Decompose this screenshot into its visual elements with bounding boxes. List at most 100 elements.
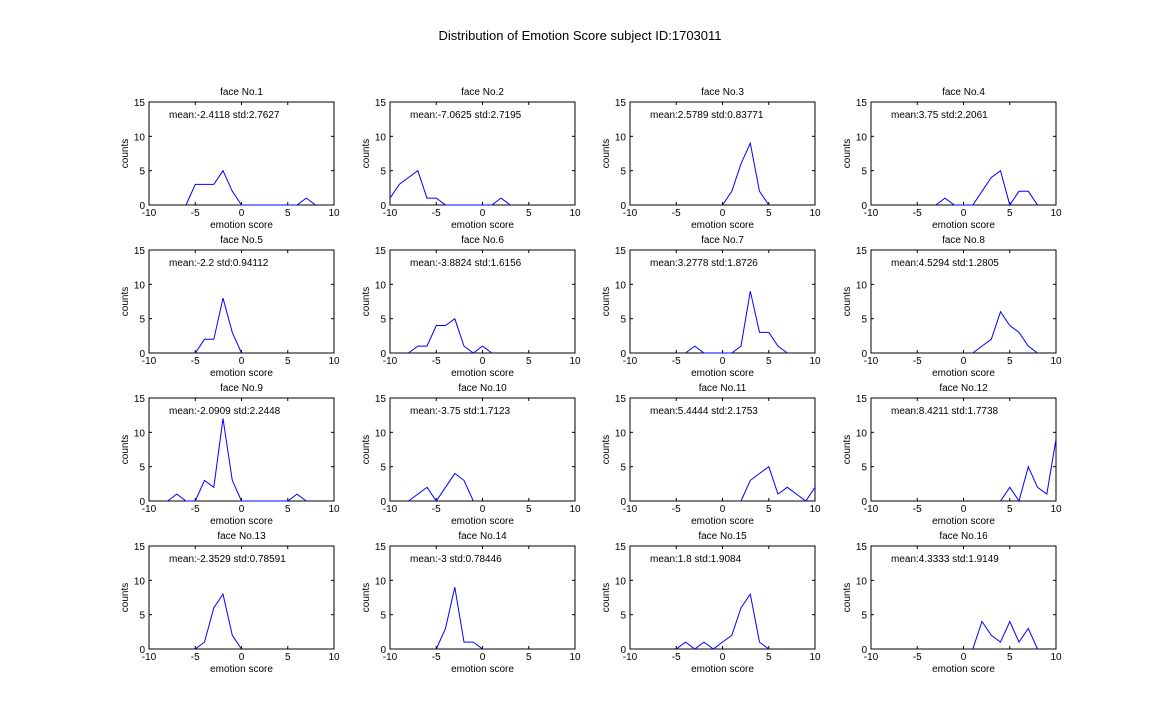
x-tick-label: 10	[809, 652, 821, 663]
y-axis-label: counts	[361, 287, 372, 316]
x-tick-label: 5	[526, 208, 532, 219]
subplot-title: face No.10	[458, 383, 507, 394]
x-tick-label: 10	[809, 504, 821, 515]
y-tick-label: 10	[615, 280, 627, 291]
x-tick-label: -10	[623, 652, 638, 663]
x-tick-label: -10	[383, 356, 398, 367]
y-tick-label: 0	[380, 645, 386, 656]
stats-annotation: mean:-2.3529 std:0.78591	[169, 554, 286, 565]
y-tick-label: 15	[856, 394, 868, 405]
y-tick-label: 5	[620, 611, 626, 622]
x-axis-label: emotion score	[210, 368, 273, 379]
y-tick-label: 0	[620, 201, 626, 212]
x-tick-label: 0	[480, 652, 486, 663]
emotion-score-line	[935, 169, 1038, 207]
y-tick-label: 0	[620, 349, 626, 360]
y-tick-label: 0	[380, 349, 386, 360]
y-tick-label: 5	[380, 167, 386, 178]
plot-frame	[148, 249, 335, 354]
subplot-grid: -10 -5 0 5 10 0 5 10 15 face No.1 mean:-2.4118 std…	[120, 87, 1062, 675]
subplot-title: face No.13	[217, 531, 266, 542]
y-tick-label: 0	[861, 349, 867, 360]
y-tick-label: 15	[375, 98, 387, 109]
x-tick-label: -5	[432, 356, 441, 367]
x-tick-label: 10	[809, 356, 821, 367]
x-tick-label: -10	[383, 208, 398, 219]
emotion-score-line	[389, 169, 511, 206]
x-axis-label: emotion score	[691, 220, 754, 231]
stats-annotation: mean:-3.75 std:1.7123	[410, 406, 511, 417]
y-tick-label: 10	[134, 428, 146, 439]
y-tick-label: 10	[134, 576, 146, 587]
x-tick-label: 0	[480, 208, 486, 219]
plot-frame	[870, 101, 1057, 206]
stats-annotation: mean:-3.8824 std:1.6156	[410, 258, 522, 269]
y-tick-label: 0	[861, 201, 867, 212]
x-tick-label: 5	[766, 504, 772, 515]
emotion-score-line	[408, 317, 493, 354]
emotion-score-line	[972, 310, 1038, 354]
y-tick-label: 15	[134, 542, 146, 553]
x-tick-label: -5	[432, 208, 441, 219]
y-tick-label: 0	[139, 497, 145, 508]
y-axis-label: counts	[601, 139, 612, 168]
y-tick-label: 5	[620, 315, 626, 326]
y-axis-label: counts	[842, 139, 853, 168]
x-tick-label: 10	[809, 208, 821, 219]
x-tick-label: 10	[1050, 652, 1062, 663]
x-axis-label: emotion score	[932, 664, 995, 675]
y-tick-label: 10	[856, 132, 868, 143]
y-tick-label: 15	[375, 394, 387, 405]
subplot-face-14: -10 -5 0 5 10 0 5 10 15 face No.14 mean:-3 std:0.7…	[361, 531, 581, 675]
plot-frame	[870, 397, 1057, 502]
x-tick-label: -10	[864, 504, 879, 515]
subplot-face-4: -10 -5 0 5 10 0 5 10 15 face No.4 mean:3.75 std:2.…	[842, 87, 1062, 231]
subplot-face-16: -10 -5 0 5 10 0 5 10 15 face No.16 mean:4.3333 std…	[842, 531, 1062, 675]
stats-annotation: mean:-3 std:0.78446	[410, 554, 502, 565]
stats-annotation: mean:3.75 std:2.2061	[891, 110, 988, 121]
x-tick-label: 10	[569, 356, 581, 367]
y-axis-label: counts	[842, 287, 853, 316]
x-tick-label: 0	[239, 652, 245, 663]
x-tick-label: 10	[569, 504, 581, 515]
y-tick-label: 0	[620, 497, 626, 508]
x-axis-label: emotion score	[691, 516, 754, 527]
subplot-face-6: -10 -5 0 5 10 0 5 10 15 face No.6 mean:-3.8824 std…	[361, 235, 581, 379]
x-tick-label: 10	[569, 652, 581, 663]
plot-frame	[870, 249, 1057, 354]
x-tick-label: 10	[1050, 356, 1062, 367]
y-axis-label: counts	[361, 583, 372, 612]
x-tick-label: 10	[569, 208, 581, 219]
x-tick-label: 0	[961, 504, 967, 515]
plot-frame	[629, 101, 816, 206]
y-axis-label: counts	[120, 583, 131, 612]
y-tick-label: 10	[134, 132, 146, 143]
y-axis-label: counts	[120, 139, 131, 168]
x-axis-label: emotion score	[691, 664, 754, 675]
stats-annotation: mean:4.5294 std:1.2805	[891, 258, 999, 269]
plot-frame	[148, 545, 335, 650]
emotion-score-line	[435, 587, 483, 650]
y-tick-label: 5	[139, 611, 145, 622]
x-tick-label: -5	[672, 356, 681, 367]
y-axis-label: counts	[601, 435, 612, 464]
y-tick-label: 0	[139, 201, 145, 212]
x-tick-label: 10	[328, 356, 340, 367]
x-tick-label: -10	[142, 208, 157, 219]
y-tick-label: 15	[375, 542, 387, 553]
y-tick-label: 5	[139, 463, 145, 474]
x-tick-label: 5	[285, 356, 291, 367]
stats-annotation: mean:-7.0625 std:2.7195	[410, 110, 522, 121]
y-tick-label: 15	[134, 394, 146, 405]
x-tick-label: 0	[720, 652, 726, 663]
x-axis-label: emotion score	[451, 368, 514, 379]
y-tick-label: 0	[380, 497, 386, 508]
y-tick-label: 5	[139, 315, 145, 326]
subplot-title: face No.16	[939, 531, 988, 542]
y-tick-label: 0	[139, 349, 145, 360]
x-tick-label: -5	[913, 208, 922, 219]
x-axis-label: emotion score	[451, 220, 514, 231]
subplot-face-3: -10 -5 0 5 10 0 5 10 15 face No.3 mean:2.5789 std:…	[601, 87, 821, 231]
emotion-score-line	[408, 472, 474, 502]
x-tick-label: -10	[623, 208, 638, 219]
